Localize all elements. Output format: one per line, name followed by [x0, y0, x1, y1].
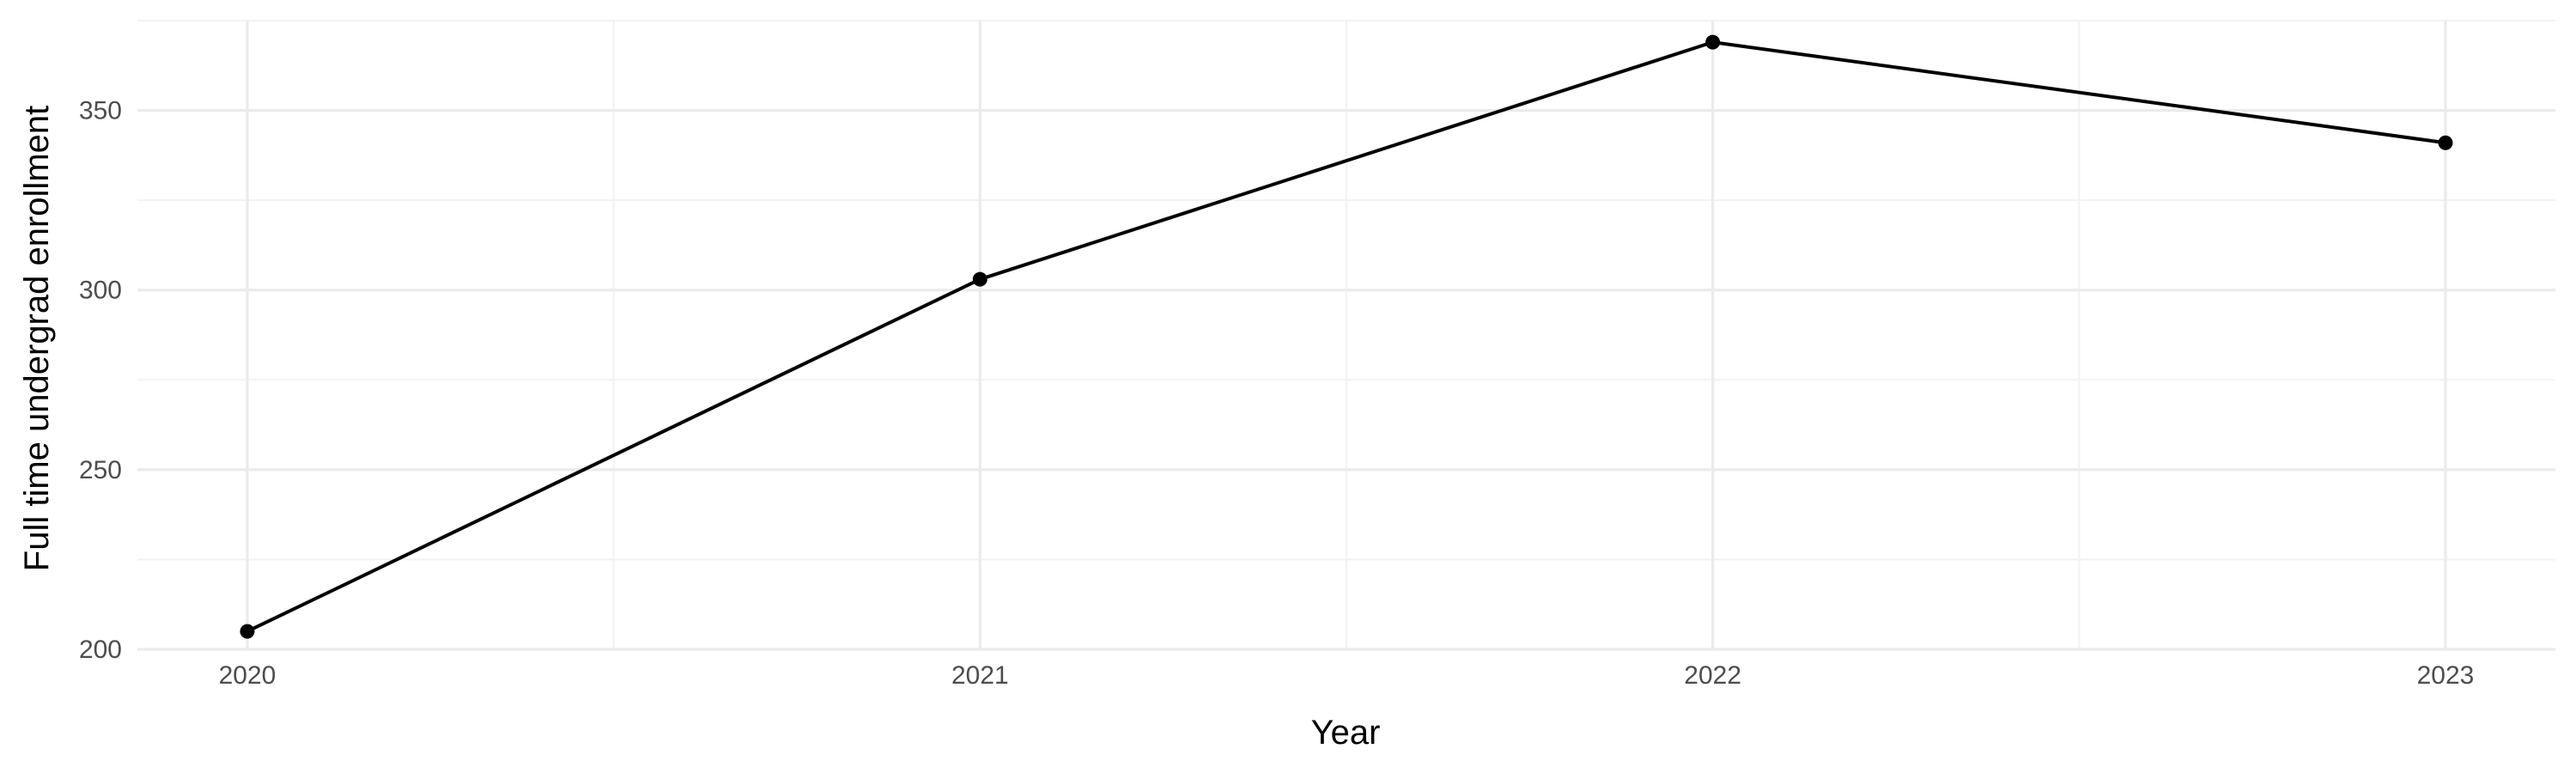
data-point: [240, 624, 255, 639]
y-tick-label: 300: [79, 277, 122, 305]
y-tick-label: 200: [79, 636, 122, 664]
x-tick-label: 2023: [2417, 661, 2475, 690]
data-point: [1705, 34, 1721, 50]
series-layer: [240, 34, 2453, 639]
x-tick-label: 2022: [1684, 661, 1741, 690]
x-tick-label: 2020: [219, 661, 276, 690]
y-axis-title: Full time undergrad enrollment: [18, 106, 56, 571]
major-gridlines: [137, 21, 2555, 651]
data-point: [972, 271, 987, 287]
y-tick-label: 350: [79, 97, 122, 125]
x-tick-label: 2021: [951, 661, 1009, 690]
y-axis-ticks: 200 250 300 350: [79, 97, 122, 664]
series-line: [246, 40, 2447, 634]
x-axis-ticks: 2020 2021 2022 2023: [219, 661, 2475, 690]
minor-gridlines: [137, 20, 2555, 649]
x-axis-title: Year: [1311, 714, 1381, 752]
y-tick-label: 250: [79, 456, 122, 484]
data-point: [2438, 135, 2453, 150]
